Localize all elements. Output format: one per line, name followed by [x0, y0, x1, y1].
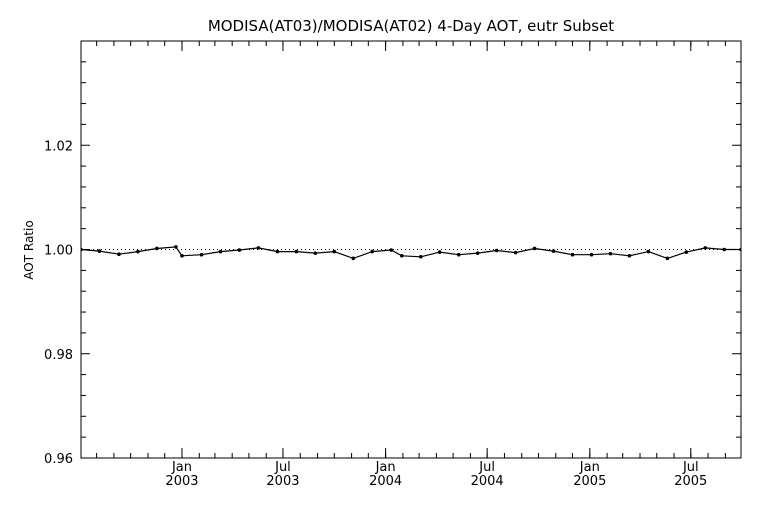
data-point — [551, 249, 556, 253]
data-point — [294, 249, 299, 254]
x-tick-label-year: 2003 — [266, 474, 299, 489]
data-point — [275, 249, 280, 254]
data-point — [570, 252, 575, 257]
data-point — [351, 256, 356, 261]
data-point — [513, 250, 518, 255]
data-point — [684, 250, 689, 254]
data-point — [739, 247, 741, 252]
y-tick-label: 0.96 — [44, 452, 73, 467]
data-point — [437, 250, 442, 254]
x-tick-label-year: 2003 — [165, 474, 198, 489]
data-point — [418, 254, 423, 259]
data-point — [608, 251, 613, 256]
x-tick-label-year: 2004 — [471, 474, 504, 489]
data-point — [117, 252, 121, 256]
x-tick-label-month: Jul — [478, 460, 495, 475]
y-tick-label: 0.98 — [44, 348, 73, 363]
data-point — [174, 245, 178, 249]
data-point — [494, 248, 499, 253]
x-tick-label-month: Jan — [579, 460, 600, 475]
data-point — [136, 249, 140, 254]
x-tick-label-year: 2005 — [674, 474, 707, 489]
data-point — [475, 251, 480, 255]
data-point — [589, 252, 594, 257]
x-tick-label-month: Jul — [274, 460, 291, 475]
x-tick-label-month: Jul — [682, 460, 699, 475]
y-tick-label: 1.00 — [44, 244, 73, 259]
data-point — [758, 248, 762, 252]
x-tick-label-year: 2005 — [573, 474, 606, 489]
data-point — [218, 249, 223, 254]
x-tick-label-year: 2004 — [369, 474, 402, 489]
x-tick-label-month: Jan — [375, 460, 396, 475]
data-point — [722, 247, 727, 252]
data-point — [256, 246, 261, 250]
x-tick-label-month: Jan — [171, 460, 192, 475]
data-point — [646, 249, 651, 254]
data-point — [370, 249, 375, 254]
y-axis-label: AOT Ratio — [22, 220, 36, 279]
data-point — [155, 246, 159, 251]
data-point — [703, 246, 708, 250]
data-point — [389, 248, 393, 252]
data-point — [81, 247, 83, 252]
data-point — [237, 248, 242, 252]
data-point — [532, 246, 537, 251]
y-tick-label: 1.02 — [44, 139, 73, 154]
data-point — [399, 253, 404, 258]
data-point — [627, 253, 632, 258]
data-point — [97, 249, 102, 253]
data-point — [199, 252, 204, 257]
chart-title: MODISA(AT03)/MODISA(AT02) 4-Day AOT, eut… — [208, 17, 614, 35]
data-point — [313, 251, 318, 255]
data-point — [665, 256, 670, 261]
series-group — [81, 245, 762, 261]
series-line — [81, 246, 741, 260]
data-point — [456, 252, 461, 257]
plot-frame — [80, 40, 742, 459]
plot-area: 0.960.981.001.02Jan2003Jul2003Jan2004Jul… — [44, 40, 762, 489]
data-point — [332, 249, 337, 254]
data-point — [180, 253, 184, 258]
